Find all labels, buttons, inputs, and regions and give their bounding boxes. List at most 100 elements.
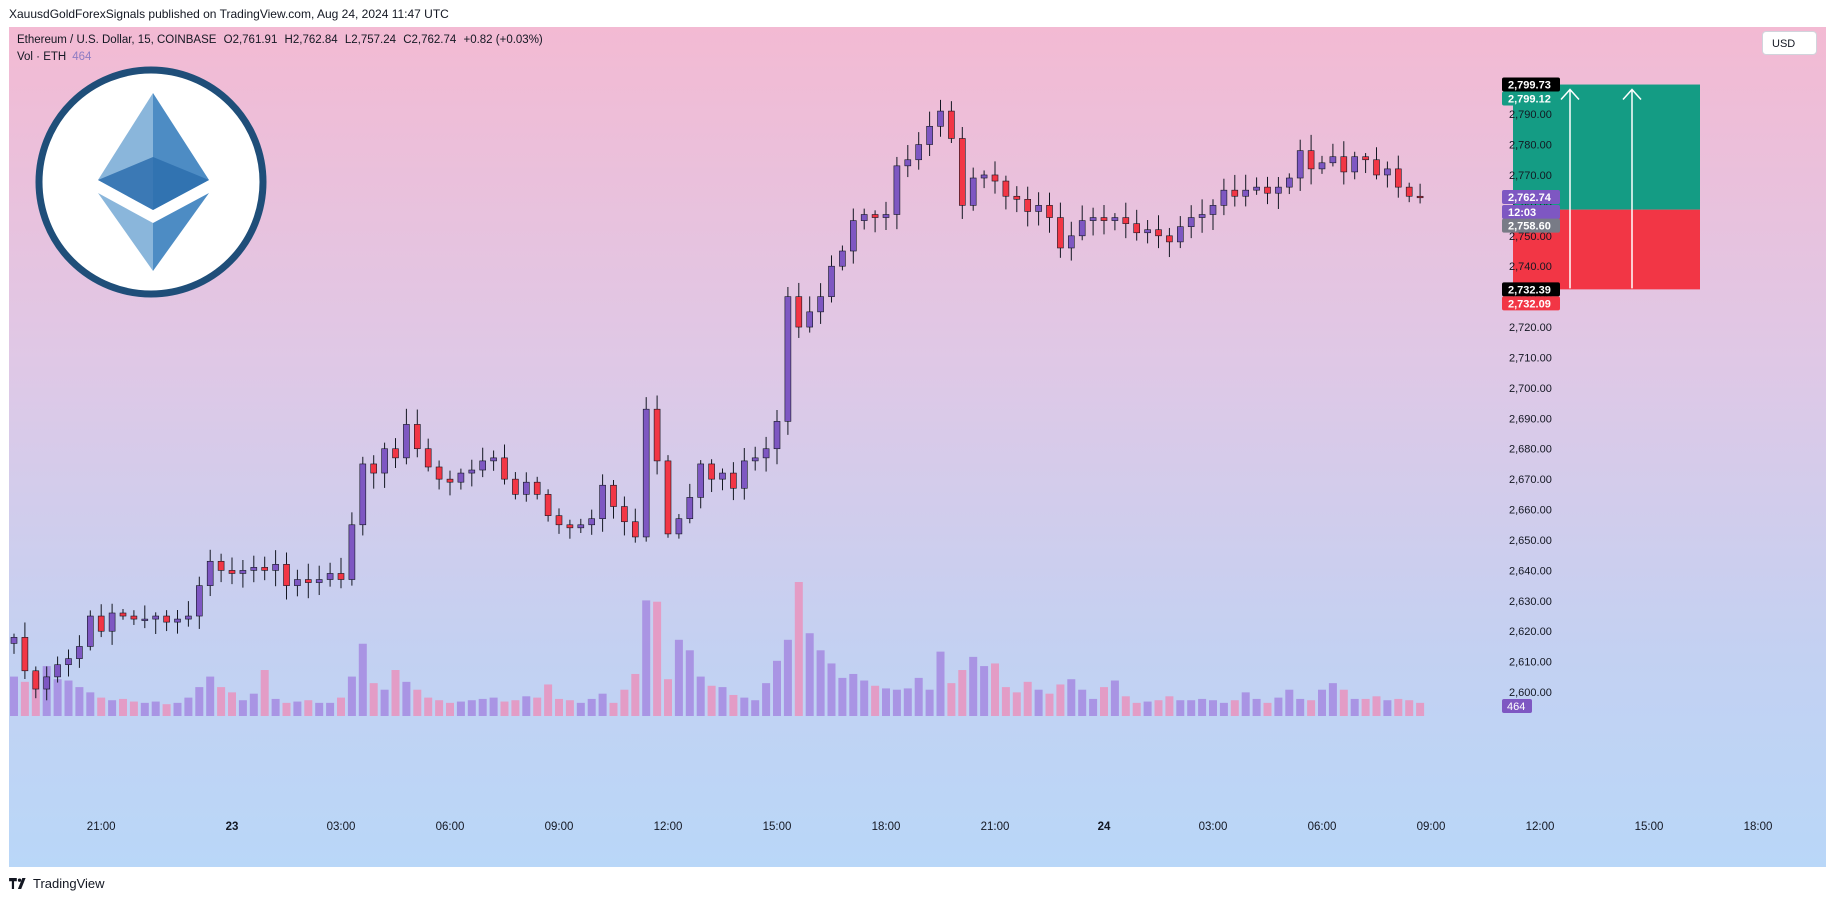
- candle-down: [1013, 195, 1021, 200]
- candle-down: [566, 524, 574, 529]
- volume-bar: [740, 697, 749, 716]
- candle-down: [1395, 168, 1402, 188]
- candle-up: [1209, 205, 1217, 215]
- candle-down: [424, 448, 432, 468]
- time-tick-label: 24: [1098, 821, 1111, 833]
- volume-bar: [347, 676, 356, 716]
- chart-frame[interactable]: 2,790.002,780.002,770.002,760.002,750.00…: [9, 27, 1826, 867]
- volume-bar: [838, 677, 847, 716]
- price-axis-label: 2,799.12: [1502, 91, 1560, 106]
- candle-up: [1187, 217, 1195, 227]
- price-label-bg: [1502, 190, 1560, 205]
- volume-label[interactable]: Vol · ETH: [17, 51, 67, 63]
- volume-bar: [162, 704, 171, 716]
- candle-up: [108, 612, 116, 632]
- price-tick-label: 2,650.00: [1509, 535, 1552, 547]
- candle-up: [1351, 156, 1358, 173]
- price-chart[interactable]: 2,790.002,780.002,770.002,760.002,750.00…: [9, 27, 1826, 867]
- volume-bar: [1187, 700, 1196, 716]
- candle-up: [196, 585, 203, 617]
- volume-bar: [249, 693, 258, 716]
- price-label-bg: [1502, 91, 1560, 106]
- candle-down: [163, 615, 170, 623]
- candle-down: [304, 579, 312, 583]
- candle-up: [1078, 220, 1086, 237]
- candle-down: [1046, 205, 1053, 218]
- volume-label-bg: [1502, 699, 1532, 713]
- candle-up: [1177, 226, 1184, 243]
- price-axis-label: 2,732.09: [1502, 296, 1560, 311]
- candle-down: [435, 466, 443, 480]
- candle-up: [43, 676, 51, 690]
- candle-down: [664, 460, 672, 535]
- price-tick-label: 2,690.00: [1509, 413, 1552, 425]
- volume-bar: [533, 697, 542, 716]
- volume-bar: [315, 702, 324, 716]
- tradingview-footer[interactable]: TradingView: [9, 876, 105, 891]
- volume-bar: [260, 670, 269, 716]
- volume-bar: [1089, 698, 1098, 716]
- volume-bar: [119, 698, 127, 716]
- candle-up: [381, 448, 388, 474]
- volume-bar: [238, 700, 247, 716]
- candles[interactable]: [10, 99, 1424, 701]
- candle-up: [817, 296, 824, 313]
- candle-down: [1057, 217, 1064, 249]
- volume-bar: [20, 681, 29, 716]
- volume-bar: [1372, 696, 1381, 716]
- candle-up: [174, 618, 181, 623]
- candle-up: [206, 560, 214, 586]
- candle-up: [239, 570, 247, 574]
- volume-bar: [914, 677, 923, 716]
- time-tick-label: 12:00: [654, 821, 683, 833]
- time-tick-label: 03:00: [327, 821, 356, 833]
- candle-up: [773, 421, 781, 450]
- price-axis-label: 12:03: [1502, 205, 1560, 220]
- volume-bar: [1383, 700, 1392, 716]
- volume-bar: [1078, 689, 1087, 716]
- volume-bar: [1416, 702, 1425, 716]
- volume-bar: [326, 702, 335, 716]
- volume-bar: [1045, 693, 1054, 716]
- axes: 2,790.002,780.002,770.002,760.002,750.00…: [87, 77, 1772, 833]
- price-label-text: 2,758.60: [1508, 221, 1551, 233]
- candle-up: [806, 311, 814, 328]
- volume-bar: [631, 673, 640, 716]
- volume-bar: [849, 673, 858, 716]
- price-tick-label: 2,720.00: [1509, 322, 1552, 334]
- tradingview-logo-icon: [9, 878, 26, 889]
- volume-bar: [1023, 681, 1032, 716]
- volume-bar: [544, 684, 553, 716]
- candle-up: [926, 125, 933, 145]
- price-label-text: 12:03: [1508, 207, 1536, 219]
- candle-up: [1068, 235, 1075, 249]
- time-tick-label: 03:00: [1199, 821, 1228, 833]
- volume-bar: [478, 698, 487, 716]
- currency-button[interactable]: USD: [1762, 31, 1817, 55]
- volume-axis-label: 464: [1502, 699, 1532, 713]
- candle-down: [446, 478, 454, 483]
- price-label-text: 2,732.39: [1508, 284, 1551, 296]
- time-tick-label: 21:00: [87, 821, 116, 833]
- candle-down: [621, 506, 628, 523]
- candle-up: [65, 658, 72, 666]
- candle-up: [76, 646, 83, 659]
- volume-bar: [1285, 689, 1294, 716]
- time-tick-label: 15:00: [763, 821, 792, 833]
- volume-bar: [108, 700, 117, 716]
- candle-down: [631, 521, 639, 538]
- volume-bar: [217, 687, 226, 716]
- volume-bar: [1176, 700, 1185, 716]
- volume-bar: [674, 639, 683, 716]
- volume-bar: [53, 679, 62, 716]
- candle-down: [119, 612, 127, 617]
- volume-bar: [794, 582, 803, 716]
- volume-bar: [751, 700, 760, 716]
- published-header: XauusdGoldForexSignals published on Trad…: [9, 7, 449, 21]
- volume-bar: [1241, 692, 1250, 716]
- price-tick-label: 2,630.00: [1509, 596, 1552, 608]
- volume-bar: [1132, 702, 1141, 716]
- symbol-name[interactable]: Ethereum / U.S. Dollar, 15, COINBASE: [17, 34, 217, 46]
- candle-down: [130, 615, 138, 620]
- volume-bar: [555, 698, 563, 716]
